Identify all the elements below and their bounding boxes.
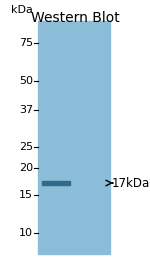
Text: 10: 10 — [19, 228, 33, 238]
Text: kDa: kDa — [11, 5, 33, 15]
Text: 37: 37 — [19, 105, 33, 115]
Text: 20: 20 — [19, 163, 33, 173]
Text: 17kDa: 17kDa — [112, 176, 150, 190]
Bar — [38, 21, 110, 254]
Text: Western Blot: Western Blot — [31, 11, 119, 25]
Text: 25: 25 — [19, 142, 33, 152]
Text: 15: 15 — [19, 190, 33, 200]
Bar — [42, 181, 70, 185]
Text: 50: 50 — [19, 76, 33, 86]
Text: 75: 75 — [19, 38, 33, 48]
